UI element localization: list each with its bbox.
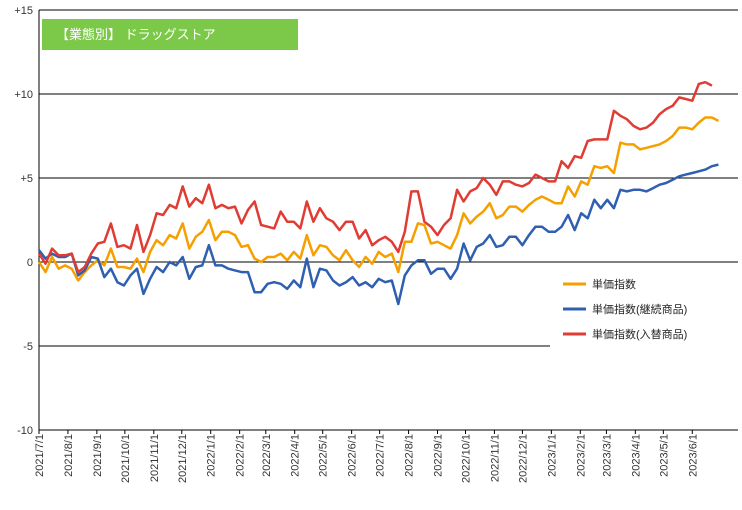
chart-title: 【業態別】 ドラッグストア xyxy=(42,19,298,50)
x-tick-label: 2021/7/1 xyxy=(34,434,46,477)
y-tick-label: +10 xyxy=(14,89,33,101)
y-tick-label: 0 xyxy=(27,257,33,269)
x-tick-label: 2021/11/1 xyxy=(149,434,161,482)
x-tick-label: 2022/1/1 xyxy=(206,434,218,477)
x-tick-label: 2023/3/1 xyxy=(601,434,613,477)
x-tick-label: 2022/12/1 xyxy=(517,434,529,483)
y-axis-ticks: -10 -5 0 +5 +10 +15 xyxy=(14,5,33,437)
grid-lines xyxy=(38,9,738,431)
legend-label: 単価指数 xyxy=(592,277,636,291)
x-tick-label: 2023/1/1 xyxy=(546,434,558,477)
x-tick-label: 2021/8/1 xyxy=(63,434,75,477)
x-tick-label: 2022/11/1 xyxy=(489,434,501,482)
x-tick-label: 2021/10/1 xyxy=(120,434,132,483)
series-line xyxy=(37,116,719,282)
legend-label: 単価指数(入替商品) xyxy=(592,327,687,341)
x-tick-label: 2023/4/1 xyxy=(630,434,642,477)
x-tick-label: 2022/8/1 xyxy=(404,434,416,477)
x-tick-label: 2022/5/1 xyxy=(318,434,330,477)
y-tick-label: -5 xyxy=(23,341,33,353)
x-tick-label: 2023/6/1 xyxy=(687,434,699,477)
title-text: 【業態別】 ドラッグストア xyxy=(56,27,216,42)
x-tick-label: 2022/3/1 xyxy=(261,434,273,477)
x-axis-ticks: 2021/7/1 2021/8/1 2021/9/1 2021/10/1 2021/11… xyxy=(34,430,699,483)
x-tick-label: 2022/10/1 xyxy=(460,434,472,483)
series-lines xyxy=(37,80,719,306)
series-line xyxy=(38,163,719,306)
legend-label: 単価指数(継続商品) xyxy=(592,302,687,316)
x-tick-label: 2022/6/1 xyxy=(347,434,359,477)
y-tick-label: +15 xyxy=(14,5,33,17)
x-tick-label: 2021/9/1 xyxy=(92,434,104,477)
x-tick-label: 2021/12/1 xyxy=(177,434,189,483)
y-tick-label: +5 xyxy=(20,173,33,185)
x-tick-label: 2023/2/1 xyxy=(575,434,587,477)
series-line xyxy=(37,80,713,274)
x-tick-label: 2022/4/1 xyxy=(290,434,302,477)
x-tick-label: 2023/5/1 xyxy=(658,434,670,477)
x-tick-label: 2022/2/1 xyxy=(235,434,247,477)
y-tick-label: -10 xyxy=(17,425,33,437)
title-background xyxy=(42,19,298,50)
x-tick-label: 2022/9/1 xyxy=(432,434,444,477)
x-tick-label: 2022/7/1 xyxy=(375,434,387,477)
